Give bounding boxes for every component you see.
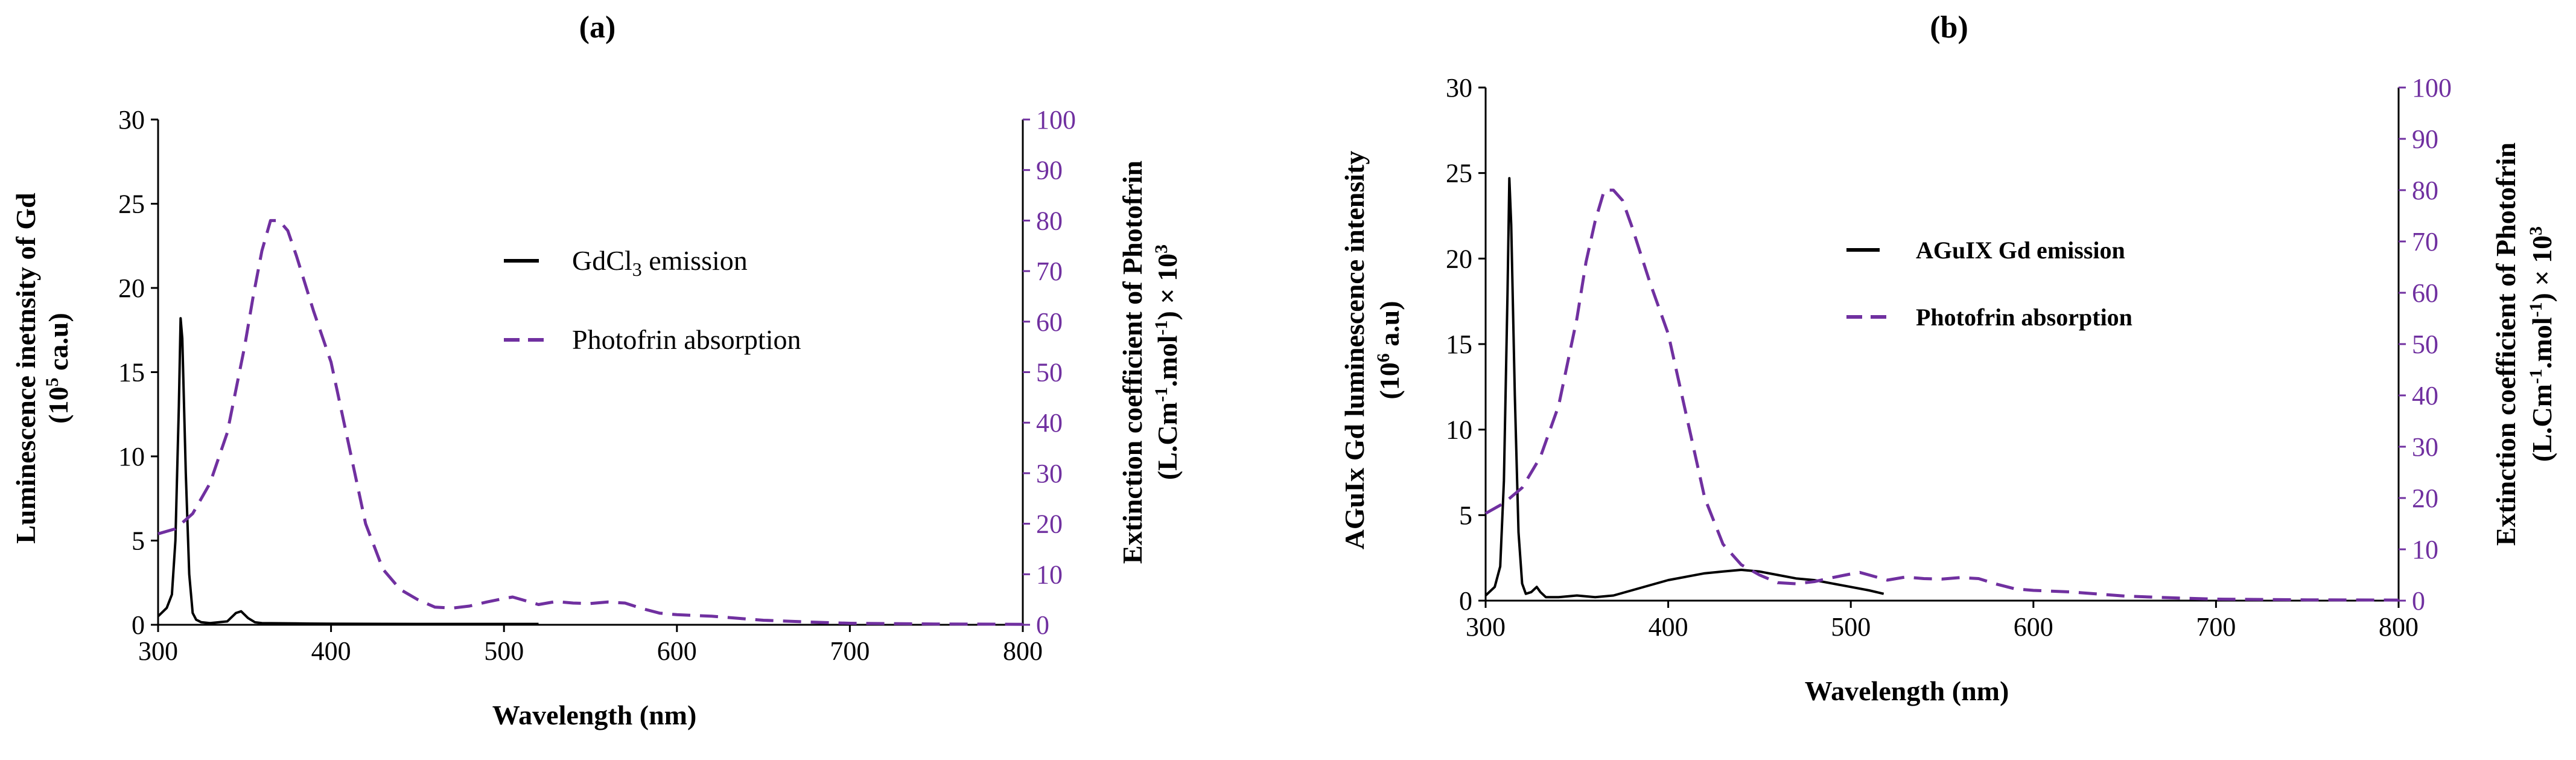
right-axis-title-b: Extinction coefficient of Photofrin xyxy=(2490,142,2521,546)
right-y-tick-label: 10 xyxy=(1036,560,1063,589)
right-axis-title-b-unit: (L.Cm-1.mol-1) × 103 xyxy=(2526,226,2557,462)
right-y-tick-label: 80 xyxy=(1036,206,1063,235)
x-tick-label: 700 xyxy=(830,636,870,666)
x-axis-title-b: Wavelength (nm) xyxy=(1805,675,2009,706)
legend-label-absorption-b: Photofrin absorption xyxy=(1916,304,2132,331)
x-tick-label: 600 xyxy=(657,636,697,666)
legend-label-emission-a: GdCl3 emission xyxy=(572,245,748,280)
right-axis-title-a-unit: (L.Cm-1.mol-1) × 103 xyxy=(1151,244,1183,480)
right-y-tick-label: 10 xyxy=(2412,535,2438,564)
panel-b: (b) AGuIx Gd luminescence intensity (106… xyxy=(1339,10,2557,706)
right-y-tick-label: 60 xyxy=(1036,307,1063,337)
panel-label-b: (b) xyxy=(1930,10,1968,45)
left-y-tick-label: 10 xyxy=(118,442,145,471)
panel-a: (a) Luminescence inetnsity of Gd (105 ca… xyxy=(10,10,1183,730)
right-y-tick-label: 90 xyxy=(2412,124,2438,154)
series-a xyxy=(157,219,1023,626)
x-tick-label: 300 xyxy=(1466,612,1506,642)
right-y-tick-label: 80 xyxy=(2412,176,2438,205)
left-axis-title-a-unit: (105 ca.u) xyxy=(42,313,74,424)
panel-label-a: (a) xyxy=(579,10,616,45)
x-tick-label: 400 xyxy=(1649,612,1688,642)
emission-series-line-a xyxy=(157,317,539,625)
left-y-tick-label: 30 xyxy=(118,105,145,135)
right-y-tick-label: 100 xyxy=(2412,73,2452,103)
right-y-tick-label: 60 xyxy=(2412,278,2438,308)
legend-b: AGuIX Gd emission Photofrin absorption xyxy=(1846,237,2132,331)
left-axis-title-b: AGuIx Gd luminescence intensity xyxy=(1339,151,1370,550)
x-tick-label: 300 xyxy=(138,636,178,666)
right-y-tick-label: 100 xyxy=(1036,105,1076,135)
absorption-series-line-a xyxy=(157,219,1023,626)
right-y-tick-label: 0 xyxy=(1036,610,1049,640)
axes-a xyxy=(151,118,1030,632)
emission-series-line-b xyxy=(1484,177,1884,599)
tick-labels-b: 300 400 500 600 700 8000510152025300102030405… xyxy=(1446,73,2452,642)
x-tick-label: 600 xyxy=(2014,612,2053,642)
left-y-tick-label: 0 xyxy=(132,610,145,640)
right-axis-title-a: Extinction coefficient of Photofrin xyxy=(1117,161,1148,564)
right-y-tick-label: 30 xyxy=(2412,432,2438,462)
right-y-tick-label: 70 xyxy=(1036,257,1063,286)
left-y-tick-label: 15 xyxy=(118,358,145,388)
axes-b xyxy=(1478,86,2406,608)
left-y-tick-label: 10 xyxy=(1446,415,1472,445)
right-y-tick-label: 50 xyxy=(1036,358,1063,388)
right-y-tick-label: 70 xyxy=(2412,227,2438,257)
right-y-tick-label: 30 xyxy=(1036,459,1063,488)
absorption-series-line-b xyxy=(1484,188,2399,602)
x-tick-label: 400 xyxy=(311,636,351,666)
right-y-tick-label: 40 xyxy=(2412,381,2438,410)
left-y-tick-label: 25 xyxy=(1446,159,1472,188)
left-y-tick-label: 20 xyxy=(1446,244,1472,273)
right-y-tick-label: 90 xyxy=(1036,156,1063,185)
right-y-tick-label: 20 xyxy=(1036,509,1063,539)
left-axis-title-a: Luminescence inetnsity of Gd xyxy=(10,193,41,544)
x-tick-label: 700 xyxy=(2196,612,2236,642)
x-tick-label: 800 xyxy=(1003,636,1043,666)
left-axis-title-b-unit: (106 a.u) xyxy=(1373,301,1405,399)
legend-a: GdCl3 emission Photofrin absorption xyxy=(504,245,801,355)
x-tick-label: 500 xyxy=(1831,612,1871,642)
x-tick-label: 500 xyxy=(484,636,524,666)
right-y-tick-label: 0 xyxy=(2412,586,2425,616)
left-y-tick-label: 25 xyxy=(118,190,145,219)
left-y-tick-label: 0 xyxy=(1459,586,1472,616)
right-y-tick-label: 50 xyxy=(2412,330,2438,359)
left-y-tick-label: 30 xyxy=(1446,73,1472,103)
legend-label-emission-b: AGuIX Gd emission xyxy=(1916,237,2125,264)
left-y-tick-label: 5 xyxy=(1459,500,1472,530)
right-y-tick-label: 40 xyxy=(1036,408,1063,438)
left-y-tick-label: 20 xyxy=(118,273,145,303)
left-y-tick-label: 15 xyxy=(1446,330,1472,359)
right-y-tick-label: 20 xyxy=(2412,484,2438,513)
x-axis-title-a: Wavelength (nm) xyxy=(492,700,697,730)
legend-label-absorption-a: Photofrin absorption xyxy=(572,324,801,355)
left-y-tick-label: 5 xyxy=(132,526,145,556)
series-b xyxy=(1484,177,2399,602)
x-tick-label: 800 xyxy=(2379,612,2419,642)
tick-labels-a: 300 400 500 600 700 8000510152025300102030405… xyxy=(118,105,1076,666)
